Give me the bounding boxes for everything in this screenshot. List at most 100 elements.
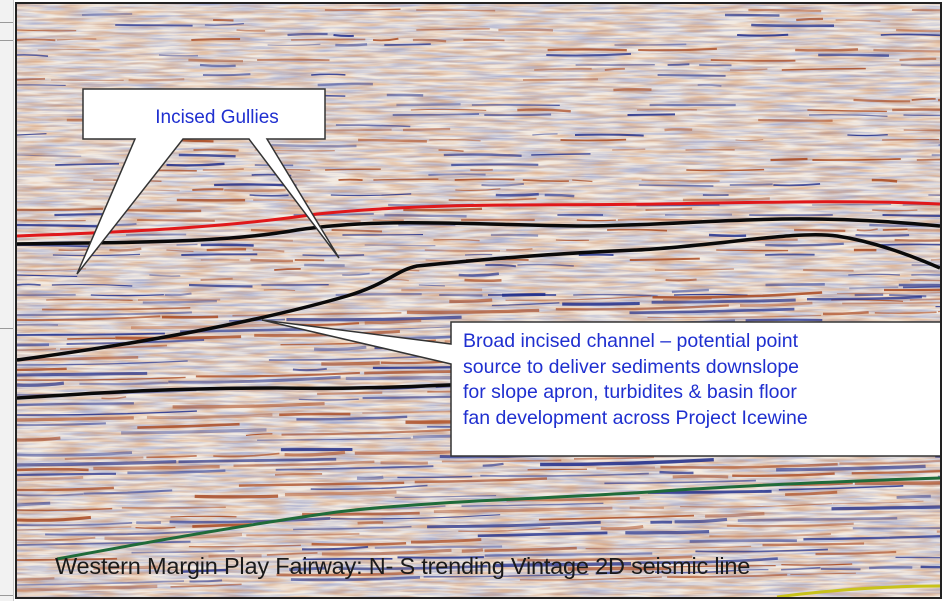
seismic-reflector [735,138,764,142]
seismic-reflector [674,517,728,524]
channel-callout-line: Broad incised channel – potential point [463,330,798,352]
seismic-reflector [406,308,540,314]
black-horizon-upper [17,217,940,246]
seismic-reflector [321,548,452,556]
seismic-reflector [125,233,187,236]
seismic-reflector [803,269,854,272]
seismic-reflector [745,318,823,322]
seismic-reflector [275,465,434,471]
seismic-reflector [614,43,687,46]
seismic-reflector [200,277,233,281]
seismic-reflector [17,476,84,482]
seismic-reflector [289,566,326,572]
seismic-reflector [17,381,65,387]
seismic-reflector [907,228,940,232]
seismic-reflector [856,228,878,232]
seismic-reflector [17,207,104,212]
seismic-reflector [335,292,422,297]
seismic-reflector [883,288,940,292]
seismic-reflector [697,84,722,87]
seismic-reflector [418,284,445,287]
seismic-reflector [882,228,908,231]
seismic-reflector [847,134,888,137]
seismic-reflector [17,576,55,582]
seismic-reflector [257,58,330,62]
seismic-reflector [284,490,397,497]
seismic-reflector [695,548,828,553]
seismic-reflector [169,517,331,524]
seismic-reflector [662,297,712,301]
seismic-reflector [790,572,856,576]
seismic-reflector [335,43,368,47]
seismic-reflector [567,566,668,571]
seismic-reflector [287,32,328,37]
seismic-reflector [188,58,244,63]
seismic-reflector [17,219,86,222]
seismic-reflector [170,515,237,518]
seismic-reflector [302,558,393,561]
left-strip-tick [0,22,13,23]
seismic-reflector [357,521,384,525]
seismic-reflector [384,213,467,218]
seismic-reflector [493,562,632,568]
seismic-reflector [93,465,220,471]
seismic-reflector [903,114,940,116]
seismic-reflector [812,158,901,161]
seismic-reflector [682,197,770,202]
seismic-reflector [517,263,574,267]
seismic-reflector [848,273,900,276]
seismic-reflector [461,502,604,507]
seismic-reflector [659,470,694,475]
seismic-reflector [54,213,109,217]
seismic-reflector [142,300,217,304]
seismic-reflector [576,219,616,222]
seismic-reflector [293,525,412,531]
seismic-reflector [238,481,405,487]
channel-callout-line: fan development across Project Icewine [463,406,808,429]
seismic-reflector [356,475,384,481]
seismic-reflector [485,263,517,268]
seismic-reflector [562,301,640,306]
seismic-reflector [892,108,940,112]
seismic-reflector [135,526,176,529]
seismic-reflector [321,361,380,366]
seismic-reflector [638,184,714,187]
seismic-reflector [689,539,797,543]
seismic-reflector [832,500,924,505]
seismic-reflector [397,475,473,479]
left-strip-tick [0,40,13,41]
seismic-reflector [645,207,693,211]
seismic-reflector [505,295,652,301]
seismic-reflector [736,568,769,572]
seismic-reflector [708,233,747,238]
seismic-reflector [276,571,414,577]
left-window-edge [0,0,14,601]
seismic-reflector [776,464,926,472]
seismic-reflector [17,274,78,277]
seismic-reflector [522,179,569,182]
seismic-reflector [178,153,236,158]
seismic-reflector [402,127,451,132]
seismic-reflector [17,154,82,157]
seismic-reflector [17,436,61,442]
seismic-reflector [423,573,589,578]
seismic-reflector [17,54,49,57]
seismic-reflector [855,233,910,237]
seismic-reflector [17,493,84,497]
seismic-reflector [667,573,788,578]
seismic-reflector [770,157,808,162]
seismic-reflector [131,549,235,554]
seismic-reflector [331,229,383,233]
seismic-reflector [898,283,940,287]
seismic-reflector [451,163,539,167]
seismic-reflector [540,458,714,467]
seismic-reflector [625,529,710,535]
seismic-reflector [672,474,729,479]
seismic-reflector [292,367,327,372]
seismic-reflector [896,494,931,499]
seismic-reflector [101,396,127,400]
seismic-reflector [716,249,789,252]
seismic-reflector [291,38,366,41]
seismic-reflector [585,545,752,550]
seismic-reflector [909,298,940,301]
